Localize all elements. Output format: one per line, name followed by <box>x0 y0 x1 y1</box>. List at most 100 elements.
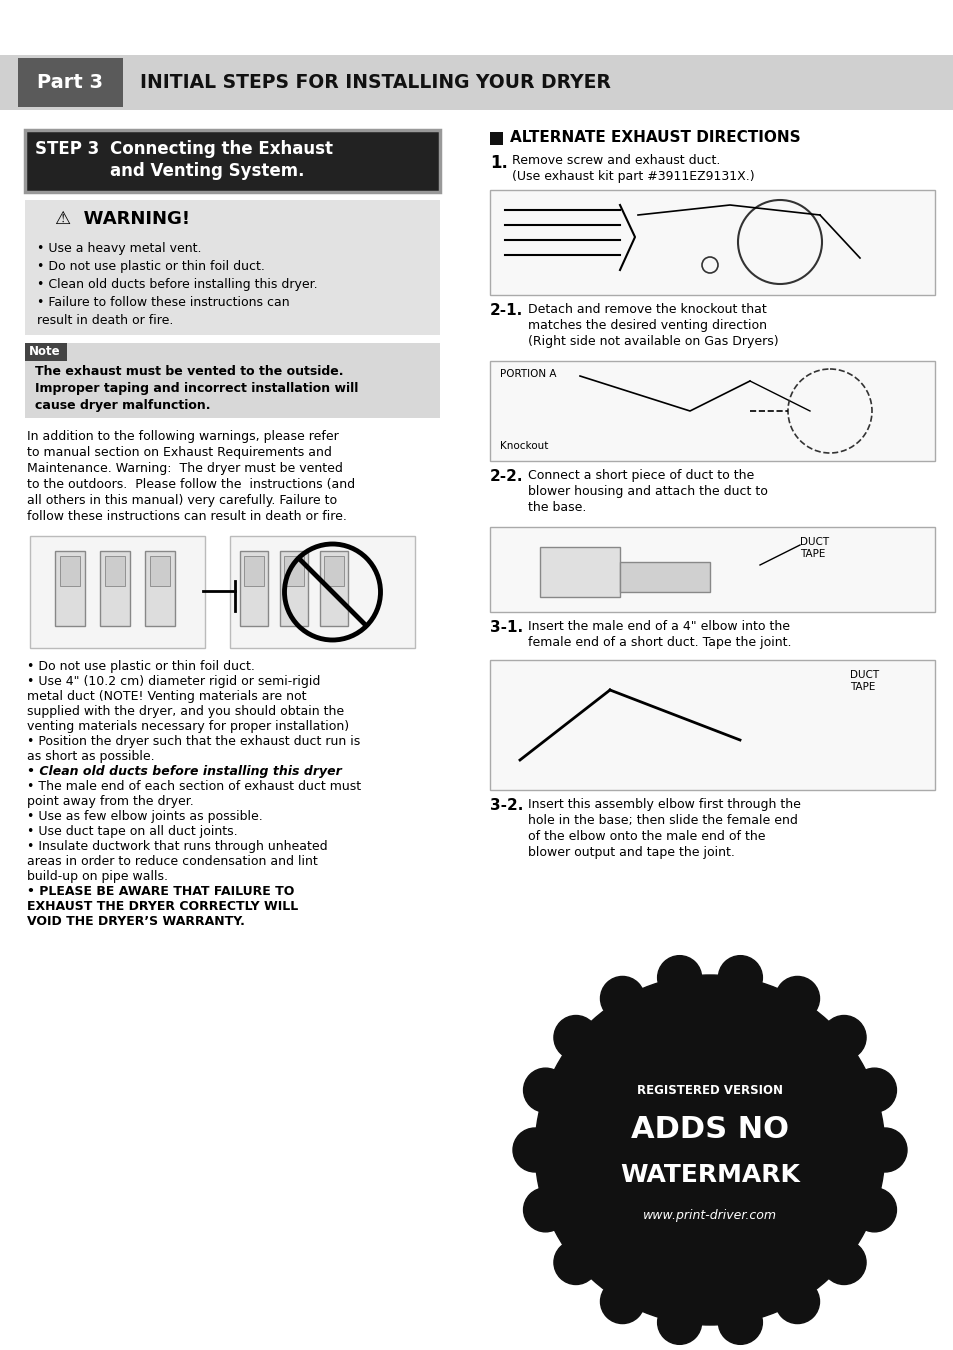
Bar <box>324 556 344 586</box>
Bar <box>230 536 415 648</box>
Circle shape <box>862 1129 906 1172</box>
Circle shape <box>852 1188 896 1231</box>
Text: result in death or fire.: result in death or fire. <box>37 315 173 327</box>
Bar <box>280 551 308 626</box>
Text: Remove screw and exhaust duct.: Remove screw and exhaust duct. <box>512 154 720 167</box>
Circle shape <box>599 976 644 1021</box>
Bar <box>0 55 953 109</box>
Text: as short as possible.: as short as possible. <box>27 751 154 763</box>
Text: • Clean old ducts before installing this dryer.: • Clean old ducts before installing this… <box>37 278 317 292</box>
Bar <box>244 556 264 586</box>
Text: • The male end of each section of exhaust duct must: • The male end of each section of exhaus… <box>27 780 361 792</box>
Text: In addition to the following warnings, please refer: In addition to the following warnings, p… <box>27 431 338 443</box>
Text: TAPE: TAPE <box>849 682 875 693</box>
Text: • Use duct tape on all duct joints.: • Use duct tape on all duct joints. <box>27 825 237 838</box>
Text: to manual section on Exhaust Requirements and: to manual section on Exhaust Requirement… <box>27 446 332 459</box>
Text: Insert this assembly elbow first through the: Insert this assembly elbow first through… <box>527 798 800 811</box>
Text: and Venting System.: and Venting System. <box>110 162 304 180</box>
Text: • Insulate ductwork that runs through unheated: • Insulate ductwork that runs through un… <box>27 840 327 853</box>
Text: female end of a short duct. Tape the joint.: female end of a short duct. Tape the joi… <box>527 636 791 649</box>
Bar <box>25 130 439 192</box>
Bar <box>18 58 123 107</box>
Circle shape <box>718 956 761 999</box>
Circle shape <box>775 1280 819 1323</box>
Bar <box>60 556 80 586</box>
Circle shape <box>718 1300 761 1345</box>
Bar <box>490 526 934 612</box>
Text: • Use a heavy metal vent.: • Use a heavy metal vent. <box>37 242 201 255</box>
Text: VOID THE DRYER’S WARRANTY.: VOID THE DRYER’S WARRANTY. <box>27 915 245 927</box>
Text: Improper taping and incorrect installation will: Improper taping and incorrect installati… <box>35 382 358 396</box>
Text: • Use 4" (10.2 cm) diameter rigid or semi-rigid: • Use 4" (10.2 cm) diameter rigid or sem… <box>27 675 320 688</box>
Text: build-up on pipe walls.: build-up on pipe walls. <box>27 869 168 883</box>
Bar <box>145 551 174 626</box>
Bar <box>105 556 125 586</box>
Circle shape <box>657 956 700 999</box>
Text: www.print-driver.com: www.print-driver.com <box>642 1208 776 1222</box>
Text: DUCT: DUCT <box>849 670 879 680</box>
Bar <box>55 551 85 626</box>
Text: STEP 3: STEP 3 <box>35 140 99 158</box>
Bar <box>490 360 934 460</box>
Circle shape <box>657 1300 700 1345</box>
Text: ⚠  WARNING!: ⚠ WARNING! <box>55 211 190 228</box>
Text: Part 3: Part 3 <box>37 73 103 92</box>
Circle shape <box>554 1015 598 1060</box>
Bar <box>490 190 934 296</box>
Text: (Right side not available on Gas Dryers): (Right side not available on Gas Dryers) <box>527 335 778 348</box>
Bar <box>25 343 67 360</box>
Bar <box>319 551 348 626</box>
Text: 2-1.: 2-1. <box>490 302 522 319</box>
Text: 1.: 1. <box>490 154 507 171</box>
Text: ADDS NO: ADDS NO <box>630 1115 788 1145</box>
Text: follow these instructions can result in death or fire.: follow these instructions can result in … <box>27 510 347 522</box>
Circle shape <box>523 1188 567 1231</box>
Bar <box>30 536 205 648</box>
Circle shape <box>554 1241 598 1284</box>
Bar <box>284 556 304 586</box>
Text: Maintenance. Warning:  The dryer must be vented: Maintenance. Warning: The dryer must be … <box>27 462 342 475</box>
Text: • Position the dryer such that the exhaust duct run is: • Position the dryer such that the exhau… <box>27 734 360 748</box>
Circle shape <box>852 1068 896 1112</box>
Text: DUCT: DUCT <box>800 537 828 547</box>
Circle shape <box>599 1280 644 1323</box>
Circle shape <box>775 976 819 1021</box>
Text: supplied with the dryer, and you should obtain the: supplied with the dryer, and you should … <box>27 705 344 718</box>
Bar <box>240 551 268 626</box>
Text: • Do not use plastic or thin foil duct.: • Do not use plastic or thin foil duct. <box>37 261 265 273</box>
Text: matches the desired venting direction: matches the desired venting direction <box>527 319 766 332</box>
Text: 2-2.: 2-2. <box>490 468 523 485</box>
Text: WATERMARK: WATERMARK <box>619 1162 800 1187</box>
Text: hole in the base; then slide the female end: hole in the base; then slide the female … <box>527 814 797 828</box>
Text: all others in this manual) very carefully. Failure to: all others in this manual) very carefull… <box>27 494 336 508</box>
Circle shape <box>535 975 884 1324</box>
Text: 3-1.: 3-1. <box>490 620 522 634</box>
Text: • Failure to follow these instructions can: • Failure to follow these instructions c… <box>37 296 290 309</box>
Text: Knockout: Knockout <box>499 441 548 451</box>
Text: areas in order to reduce condensation and lint: areas in order to reduce condensation an… <box>27 855 317 868</box>
Text: to the outdoors.  Please follow the  instructions (and: to the outdoors. Please follow the instr… <box>27 478 355 491</box>
Text: blower output and tape the joint.: blower output and tape the joint. <box>527 846 734 859</box>
Bar <box>25 200 439 335</box>
Text: PORTION A: PORTION A <box>499 369 556 379</box>
Text: ALTERNATE EXHAUST DIRECTIONS: ALTERNATE EXHAUST DIRECTIONS <box>510 130 800 144</box>
Text: Insert the male end of a 4" elbow into the: Insert the male end of a 4" elbow into t… <box>527 620 789 633</box>
Bar <box>100 551 130 626</box>
Text: • Clean old ducts before installing this dryer: • Clean old ducts before installing this… <box>27 765 341 778</box>
Text: Detach and remove the knockout that: Detach and remove the knockout that <box>527 302 766 316</box>
Bar <box>150 556 170 586</box>
Text: blower housing and attach the duct to: blower housing and attach the duct to <box>527 485 767 498</box>
Circle shape <box>821 1241 865 1284</box>
Text: point away from the dryer.: point away from the dryer. <box>27 795 193 809</box>
Circle shape <box>523 1068 567 1112</box>
Bar <box>490 660 934 790</box>
Circle shape <box>821 1015 865 1060</box>
Text: • PLEASE BE AWARE THAT FAILURE TO: • PLEASE BE AWARE THAT FAILURE TO <box>27 886 294 898</box>
Bar <box>619 562 709 593</box>
Text: cause dryer malfunction.: cause dryer malfunction. <box>35 400 211 412</box>
Text: The exhaust must be vented to the outside.: The exhaust must be vented to the outsid… <box>35 364 343 378</box>
Text: Connecting the Exhaust: Connecting the Exhaust <box>110 140 333 158</box>
Text: metal duct (NOTE! Venting materials are not: metal duct (NOTE! Venting materials are … <box>27 690 306 703</box>
Text: EXHAUST THE DRYER CORRECTLY WILL: EXHAUST THE DRYER CORRECTLY WILL <box>27 900 298 913</box>
Text: venting materials necessary for proper installation): venting materials necessary for proper i… <box>27 720 349 733</box>
